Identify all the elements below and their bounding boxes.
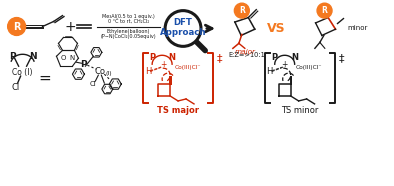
Text: VS: VS: [268, 22, 286, 35]
Text: major: major: [234, 49, 255, 55]
Circle shape: [317, 3, 332, 18]
Text: +: +: [281, 60, 288, 69]
Text: minor: minor: [348, 25, 368, 31]
Text: P: P: [149, 53, 155, 62]
Text: N: N: [291, 53, 298, 62]
Text: N: N: [70, 55, 75, 61]
Circle shape: [234, 3, 249, 18]
Text: O: O: [61, 55, 66, 61]
Text: Me₃Al(0.5 to 1 equiv.): Me₃Al(0.5 to 1 equiv.): [102, 14, 154, 19]
Text: N: N: [29, 52, 36, 61]
Text: =: =: [38, 71, 51, 86]
Text: P: P: [80, 60, 87, 69]
Circle shape: [7, 17, 26, 36]
Text: +: +: [160, 60, 166, 69]
Text: P: P: [271, 53, 278, 62]
Text: Co(III)Cl⁻: Co(III)Cl⁻: [296, 65, 322, 70]
Text: (I): (I): [106, 71, 113, 76]
Text: R: R: [322, 6, 327, 15]
Text: Ethylene(balloon): Ethylene(balloon): [106, 29, 150, 34]
Text: 0 °C to rt, CH₂Cl₂: 0 °C to rt, CH₂Cl₂: [108, 19, 149, 24]
Text: Co (I): Co (I): [12, 68, 33, 77]
Text: ‡: ‡: [217, 53, 223, 63]
Text: R: R: [239, 6, 245, 15]
Text: Co: Co: [95, 67, 106, 76]
Text: H: H: [267, 67, 273, 76]
Text: R: R: [13, 22, 20, 31]
Text: ‡: ‡: [338, 53, 344, 63]
Text: DFT
Approach: DFT Approach: [160, 18, 206, 37]
Circle shape: [165, 11, 201, 46]
Text: TS minor: TS minor: [281, 106, 318, 115]
Text: +: +: [65, 20, 76, 33]
Text: TS major: TS major: [157, 106, 199, 115]
Text: Cl: Cl: [90, 81, 97, 87]
Text: Co(III)Cl⁻: Co(III)Cl⁻: [175, 65, 202, 70]
Text: N: N: [169, 53, 176, 62]
Text: H: H: [145, 67, 151, 76]
Text: Cl: Cl: [11, 83, 20, 92]
Text: (P∼N)CoCl₂(0.05equiv): (P∼N)CoCl₂(0.05equiv): [100, 34, 156, 39]
Text: P: P: [9, 52, 16, 61]
Text: E:Z=>10:1: E:Z=>10:1: [229, 52, 265, 58]
